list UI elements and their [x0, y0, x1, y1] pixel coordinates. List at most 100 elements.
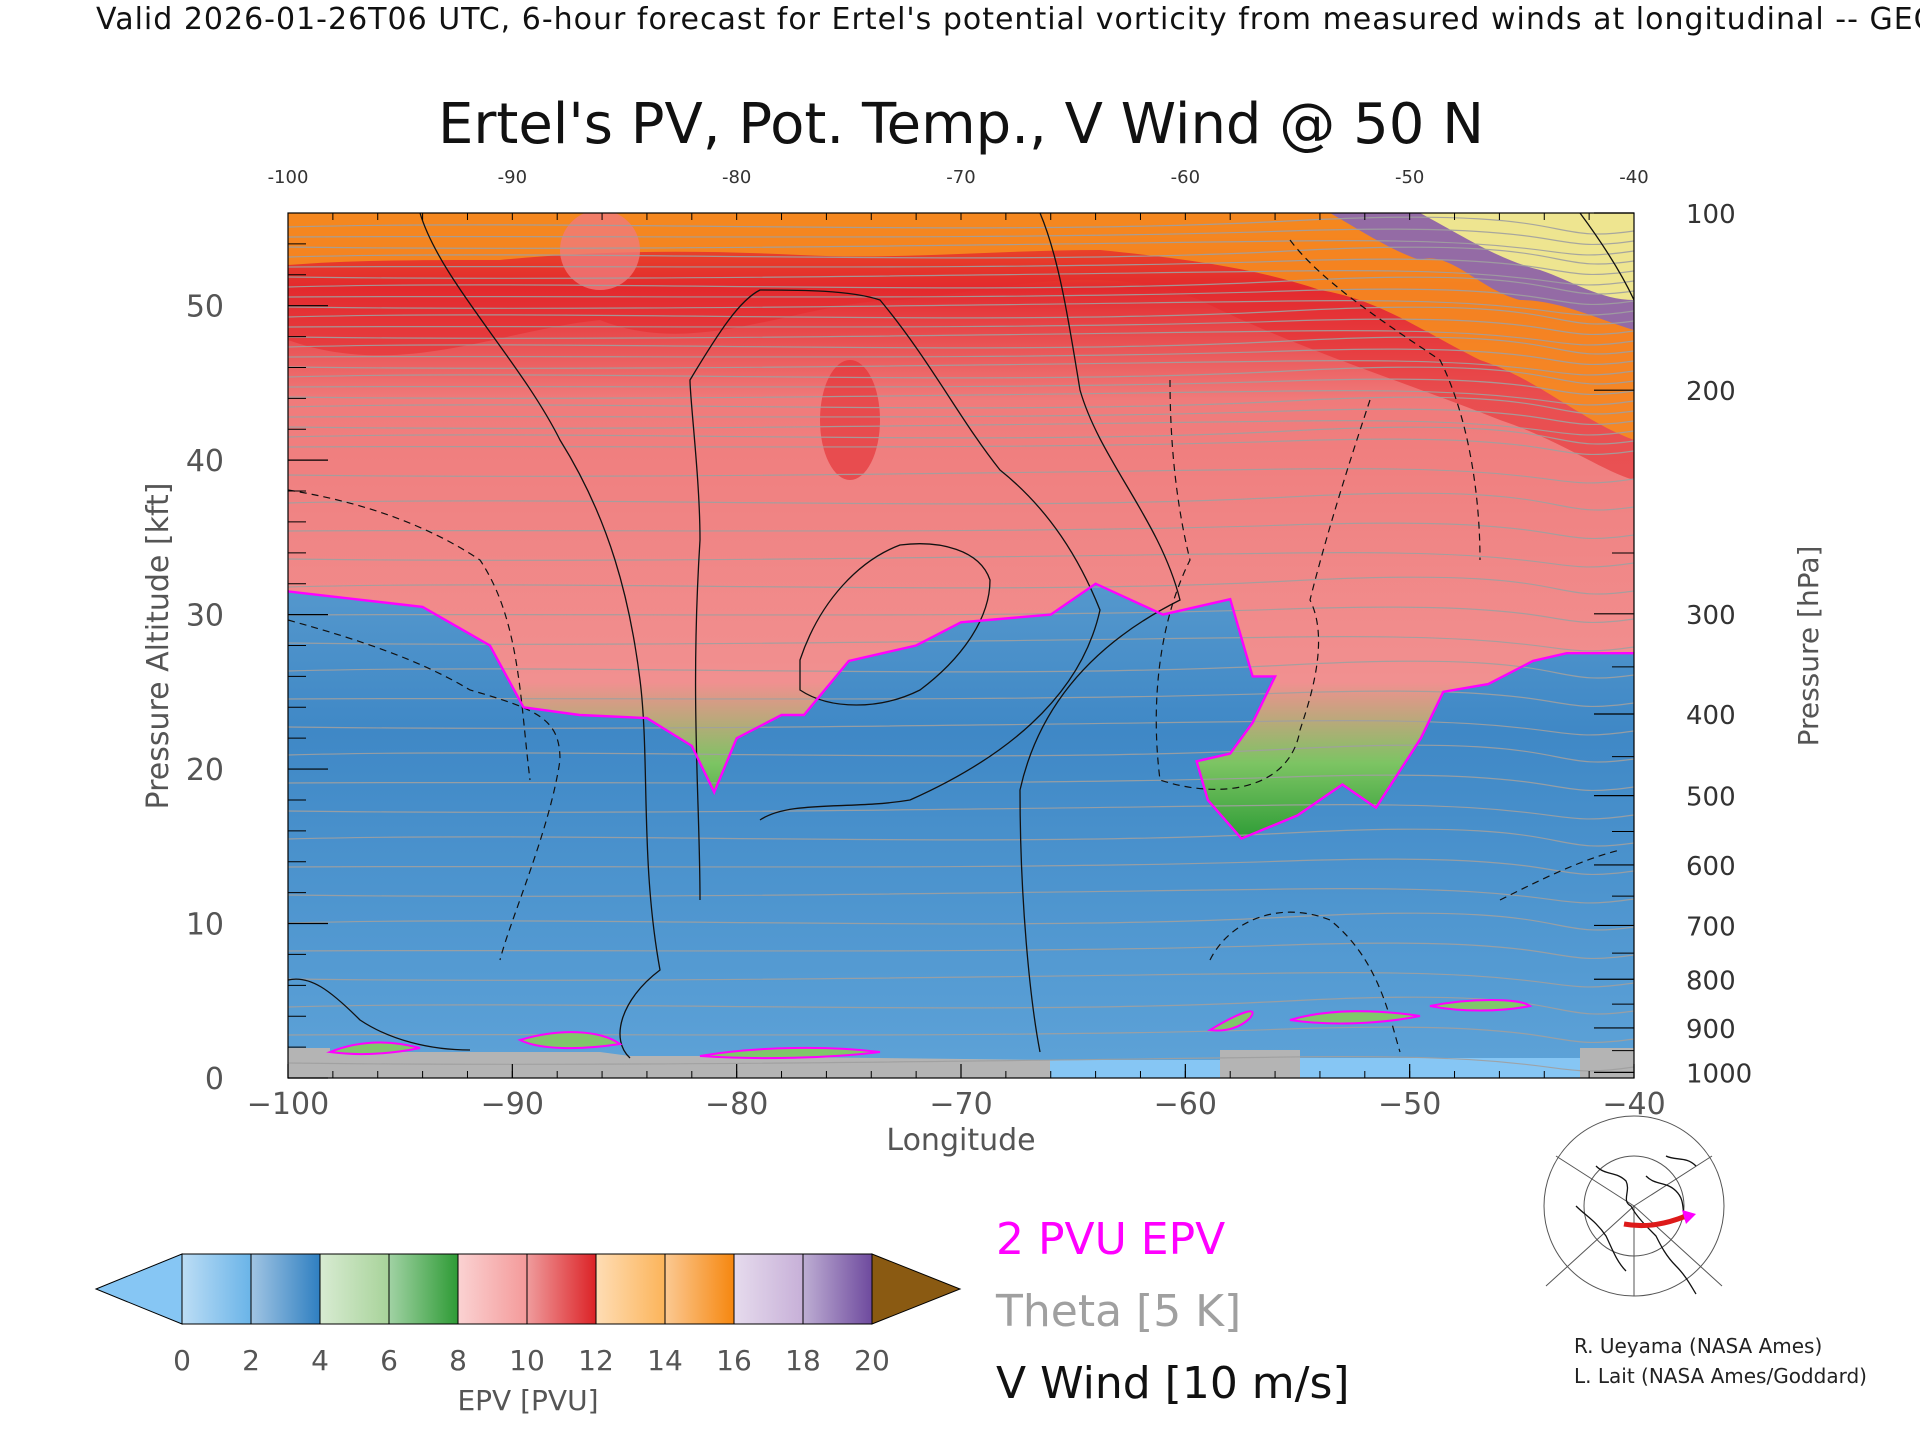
colorbar-segment [319, 1253, 390, 1325]
x-tick-label: −90 [481, 1087, 544, 1122]
high-pv-core-1 [560, 213, 640, 290]
x-tick-label: −60 [1154, 1087, 1217, 1122]
x-top-tick-label: -90 [498, 167, 527, 188]
colorbar-tick-label: 8 [449, 1344, 467, 1377]
pv-patch-6 [326, 1041, 421, 1056]
y-axis-ticks: 0 10 20 30 40 50 [186, 212, 328, 1097]
y-tick-label: 50 [186, 290, 224, 325]
high-pv-yellow-band [1420, 213, 1634, 300]
wind-contour-zero-ne [1579, 213, 1634, 301]
wind-contour-10-inner [799, 543, 991, 706]
theta-contour [288, 348, 1634, 366]
map-meridian-1 [1545, 1205, 1635, 1287]
high-pv-core-2 [820, 360, 880, 480]
x-top-tick-label: -70 [946, 167, 975, 188]
colorbar-segment [664, 1253, 735, 1325]
x-axis-ticks: −100 −90 −80 −70 −60 −50 −40 [247, 213, 1666, 1122]
colorbar-tick-label: 6 [380, 1344, 398, 1377]
theta-contour [288, 468, 1634, 484]
legend-wind-label: V Wind [10 m/s] [996, 1358, 1350, 1409]
theta-contour [288, 336, 1634, 355]
credit-line-1: R. Ueyama (NASA Ames) [1574, 1334, 1823, 1358]
map-coastlines [1575, 1155, 1697, 1295]
colorbar-segment [388, 1253, 459, 1325]
theta-contour [288, 306, 1634, 325]
theta-contours [288, 216, 1634, 1072]
theta-contour [288, 804, 1634, 820]
map-meridian-5 [1633, 1155, 1713, 1207]
theta-contour [288, 552, 1634, 568]
credit-line-2: L. Lait (NASA Ames/Goddard) [1574, 1364, 1867, 1388]
pressure-tick-label: 1000 [1686, 1059, 1752, 1089]
pv-patch-3 [1289, 1010, 1421, 1025]
theta-contour [288, 378, 1634, 396]
theta-contour [288, 318, 1634, 336]
x-tick-label: −40 [1602, 1087, 1665, 1122]
x-axis-label: Longitude [886, 1123, 1035, 1158]
neg-wind-contour-far-east [1289, 239, 1481, 561]
theta-contour [288, 390, 1634, 406]
x-tick-label: −100 [247, 1087, 329, 1122]
colorbar-tick-label: 10 [509, 1344, 545, 1377]
theta-contour [288, 690, 1634, 708]
pressure-axis-label: Pressure [hPa] [1792, 546, 1825, 747]
x-top-tick-label: -60 [1171, 167, 1200, 188]
neg-wind-contour-west-upper [288, 489, 531, 781]
theta-contour [288, 408, 1634, 426]
colorbar-segment [457, 1253, 528, 1325]
theta-contour [288, 972, 1634, 988]
x-tick-label: −70 [929, 1087, 992, 1122]
colorbar-segment [250, 1253, 321, 1325]
colorbar-segment [802, 1253, 873, 1325]
pv-patch-4 [1429, 999, 1533, 1012]
y-tick-label: 40 [186, 444, 224, 479]
theta-contour [288, 636, 1634, 652]
theta-contour [288, 660, 1634, 679]
y-tick-label: 20 [186, 753, 224, 788]
high-pv-orange-band [288, 213, 1634, 440]
plot-area [288, 213, 1634, 1078]
page-title: Valid 2026-01-26T06 UTC, 6-hour forecast… [96, 2, 1920, 37]
theta-contour [288, 246, 1634, 265]
pressure-axis-ticks: 1000 900 800 700 600 500 400 300 200 100 [1594, 200, 1752, 1089]
location-map [1536, 1115, 1732, 1297]
theta-contour [288, 396, 1634, 415]
stratosphere-field [288, 213, 1634, 839]
theta-contour [288, 276, 1634, 295]
wind-contour-zero-sw [288, 978, 471, 1051]
y-tick-label: 10 [186, 908, 224, 943]
theta-contour [288, 858, 1634, 876]
theta-contour [288, 522, 1634, 540]
colorbar-segment [595, 1253, 666, 1325]
theta-contour [288, 576, 1634, 595]
wind-contour-zero-east [1019, 213, 1181, 1053]
wind-contour-10-jet [689, 289, 1101, 901]
pressure-tick-label: 800 [1686, 966, 1736, 996]
x-top-tick-label: -100 [268, 167, 309, 188]
surface-terrain-far-east [1580, 1048, 1634, 1078]
colorbar-segment [526, 1253, 597, 1325]
pv-patch-2 [1207, 1010, 1254, 1032]
theta-contour [288, 996, 1634, 1015]
y-tick-label: 0 [205, 1062, 224, 1097]
map-meridian-4 [1555, 1155, 1635, 1207]
theta-contour [288, 258, 1634, 276]
neg-wind-contour-lower-east [1499, 849, 1621, 901]
colorbar-segment [181, 1253, 252, 1325]
theta-contour [288, 888, 1634, 904]
surface-terrain-east [1220, 1050, 1300, 1078]
x-tick-label: −50 [1378, 1087, 1441, 1122]
y-tick-label: 30 [186, 599, 224, 634]
x-tick-label: −80 [705, 1087, 768, 1122]
theta-contour [288, 492, 1634, 511]
theta-contour [288, 426, 1634, 445]
legend-pv-label: 2 PVU EPV [996, 1214, 1225, 1265]
theta-contour [288, 330, 1634, 346]
colorbar-tick-label: 20 [854, 1344, 890, 1377]
pressure-tick-label: 700 [1686, 912, 1736, 942]
y-axis-label: Pressure Altitude [kft] [141, 483, 176, 810]
colorbar-tick-label: 0 [173, 1344, 191, 1377]
theta-contour [288, 774, 1634, 792]
pressure-tick-label: 200 [1686, 377, 1736, 407]
